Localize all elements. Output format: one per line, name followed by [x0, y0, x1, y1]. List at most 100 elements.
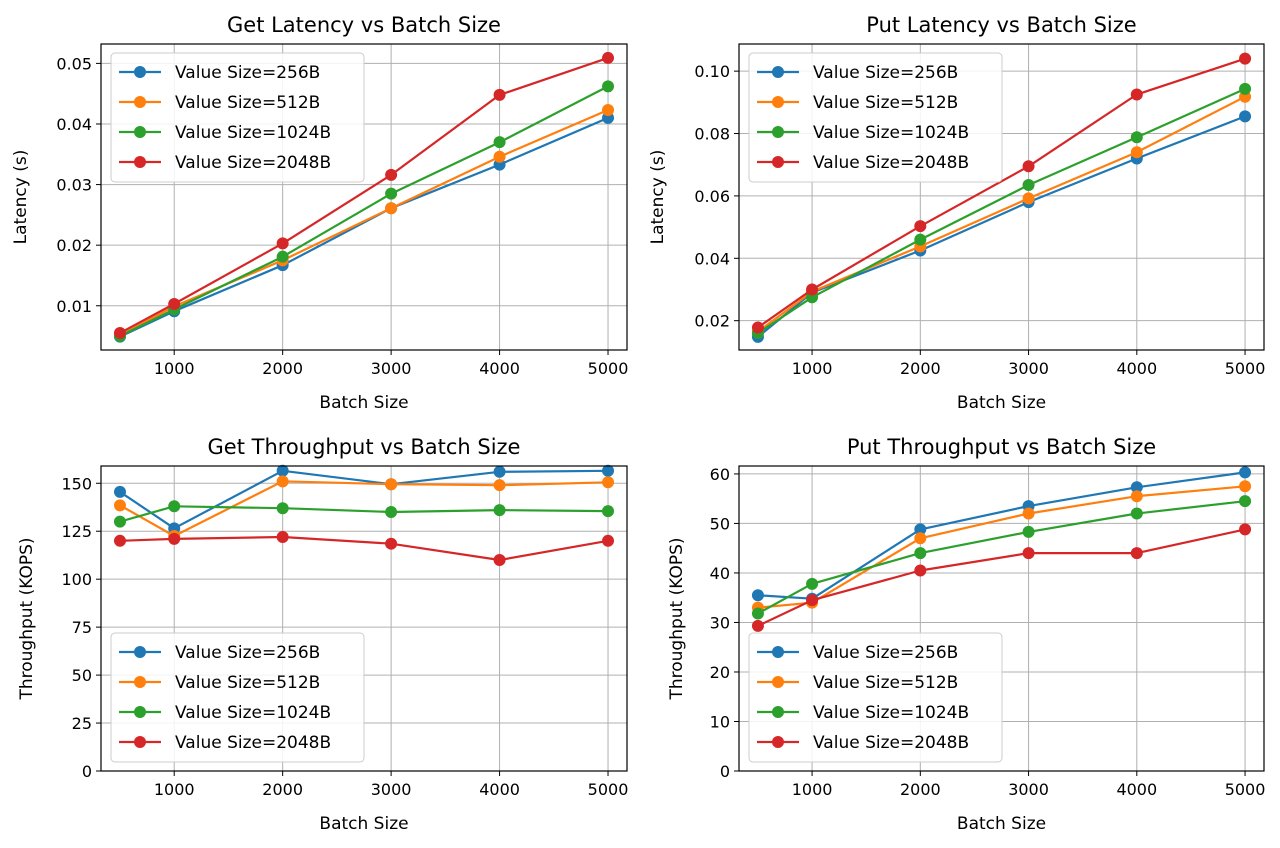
data-point — [385, 537, 398, 550]
chart-title: Put Latency vs Batch Size — [866, 13, 1136, 37]
series-line-2 — [119, 480, 609, 538]
legend-label: Value Size=1024B — [813, 123, 969, 143]
legend-label: Value Size=2048B — [813, 153, 969, 173]
y-tick-label: 0 — [720, 762, 730, 781]
data-point — [914, 564, 927, 577]
series-line-3 — [757, 87, 1246, 335]
data-point — [602, 104, 615, 117]
series-line-3 — [119, 505, 609, 523]
x-tick-label: 5000 — [1225, 359, 1266, 378]
legend-marker — [134, 646, 146, 658]
subplot-3: 1000 2000 3000 4000 5000 0 25 50 75 100 125 150 Get … — [17, 435, 628, 834]
x-tick-label: 3000 — [371, 359, 412, 378]
legend: Value Size=256B Value Size=512B Value Size… — [110, 52, 365, 183]
legend-marker — [134, 736, 146, 748]
series-line-1 — [119, 469, 609, 530]
y-tick-label: 50 — [710, 514, 730, 533]
legend: Value Size=256B Value Size=512B Value Size… — [748, 52, 1003, 183]
legend-label: Value Size=256B — [175, 643, 320, 663]
x-tick-label: 5000 — [588, 359, 629, 378]
y-tick-label: 20 — [710, 663, 730, 682]
data-point — [914, 532, 927, 545]
data-point — [1022, 160, 1035, 173]
legend-label: Value Size=1024B — [175, 703, 331, 723]
data-point — [1239, 52, 1252, 65]
data-point — [1022, 178, 1035, 191]
data-point — [602, 80, 615, 93]
y-tick-label: 0.08 — [694, 125, 730, 144]
x-axis-label: Batch Size — [319, 393, 408, 413]
data-point — [493, 479, 506, 492]
y-tick-label: 25 — [72, 714, 92, 733]
legend-label: Value Size=512B — [175, 673, 320, 693]
data-point — [493, 88, 506, 101]
data-point — [1239, 110, 1252, 123]
x-tick-label: 5000 — [588, 780, 629, 799]
legend: Value Size=256B Value Size=512B Value Size… — [748, 632, 1003, 763]
data-point — [1239, 480, 1252, 493]
data-point — [1130, 507, 1143, 520]
data-point — [806, 283, 819, 296]
x-tick-label: 3000 — [1008, 780, 1049, 799]
axes-frame — [738, 43, 1265, 351]
data-point — [1130, 146, 1143, 159]
series-line-1 — [119, 116, 609, 338]
data-point — [385, 168, 398, 181]
chart-title: Put Throughput vs Batch Size — [847, 435, 1156, 459]
y-tick-label: 75 — [72, 618, 92, 637]
x-tick-label: 2000 — [900, 359, 941, 378]
series-line-1 — [757, 471, 1246, 600]
legend-marker — [134, 66, 146, 78]
series-line-3 — [757, 500, 1246, 615]
x-tick-label: 1000 — [792, 359, 833, 378]
data-point — [1130, 131, 1143, 144]
legend-label: Value Size=2048B — [813, 733, 969, 753]
x-tick-label: 2000 — [262, 359, 303, 378]
series-line-4 — [757, 57, 1246, 329]
data-point — [385, 478, 398, 491]
x-tick-label: 3000 — [371, 780, 412, 799]
data-point — [385, 202, 398, 215]
x-tick-label: 5000 — [1225, 780, 1266, 799]
data-point — [914, 233, 927, 246]
legend-marker — [134, 156, 146, 168]
legend-box — [748, 632, 1003, 763]
subplot-1: 1000 2000 3000 4000 5000 0.01 0.02 0.03 0.04 0.05… — [11, 13, 628, 413]
series-line-3 — [119, 85, 609, 338]
axes-frame — [738, 465, 1265, 772]
data-point — [1130, 88, 1143, 101]
data-point — [385, 187, 398, 200]
y-tick-label: 10 — [710, 712, 730, 731]
legend-marker — [772, 66, 784, 78]
data-point — [113, 485, 126, 498]
series-line-2 — [757, 95, 1246, 333]
legend-marker — [134, 676, 146, 688]
y-tick-label: 30 — [710, 613, 730, 632]
data-point — [751, 607, 764, 620]
x-tick-label: 4000 — [1116, 780, 1157, 799]
x-tick-label: 1000 — [154, 359, 195, 378]
y-tick-label: 0.04 — [694, 249, 730, 268]
x-tick-label: 4000 — [1116, 359, 1157, 378]
data-point — [1239, 466, 1252, 479]
legend-box — [748, 52, 1003, 183]
data-point — [602, 476, 615, 489]
y-tick-label: 0.02 — [694, 312, 730, 331]
y-axis-label: Latency (s) — [11, 150, 31, 245]
legend-marker — [134, 706, 146, 718]
subplot-4: 1000 2000 3000 4000 5000 0 10 20 30 40 50 60 Put Thr… — [667, 435, 1265, 834]
data-point — [602, 464, 615, 477]
y-tick-label: 0.02 — [56, 236, 92, 255]
data-point — [602, 534, 615, 547]
legend-label: Value Size=2048B — [175, 733, 331, 753]
legend-label: Value Size=1024B — [813, 703, 969, 723]
x-axis-label: Batch Size — [319, 814, 408, 834]
data-point — [168, 500, 181, 513]
legend-marker — [772, 126, 784, 138]
x-tick-label: 3000 — [1008, 359, 1049, 378]
chart-title: Get Throughput vs Batch Size — [208, 435, 521, 459]
data-point — [806, 594, 819, 607]
data-point — [751, 321, 764, 334]
legend-label: Value Size=2048B — [175, 153, 331, 173]
